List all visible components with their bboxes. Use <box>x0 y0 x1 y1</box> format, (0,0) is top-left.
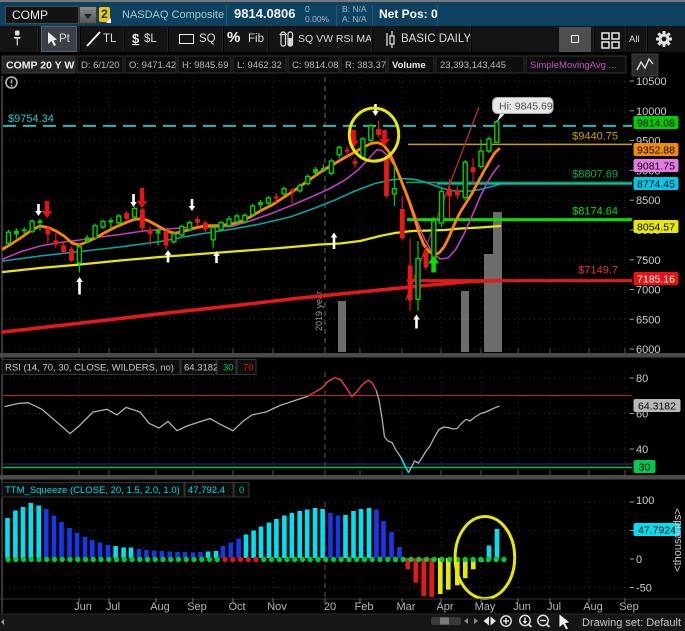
svg-text:Sep: Sep <box>187 601 207 613</box>
svg-text:Hi: 9845.69: Hi: 9845.69 <box>499 101 553 113</box>
svg-text:47,792.4: 47,792.4 <box>188 485 225 496</box>
svg-text:8054.57: 8054.57 <box>637 222 675 234</box>
svg-text:May: May <box>475 601 496 613</box>
svg-text:Jul: Jul <box>106 601 120 613</box>
svg-text:8774.45: 8774.45 <box>637 179 675 191</box>
svg-text:80: 80 <box>636 373 648 385</box>
svg-text:Feb: Feb <box>355 601 374 613</box>
svg-text:Aug: Aug <box>583 601 603 613</box>
svg-text:9814.08: 9814.08 <box>637 118 675 130</box>
svg-text:23,393,143,445: 23,393,143,445 <box>440 60 506 71</box>
svg-text:Mar: Mar <box>397 601 416 613</box>
svg-text:L: 9462.32: L: 9462.32 <box>237 60 282 71</box>
svg-text:70: 70 <box>243 363 254 374</box>
svg-text:R: 383.37: R: 383.37 <box>345 60 386 71</box>
svg-text:$8807.69: $8807.69 <box>572 169 618 181</box>
svg-text:2019 year: 2019 year <box>314 291 324 331</box>
svg-text:COMP 20 Y W: COMP 20 Y W <box>6 60 74 72</box>
svg-text:SimpleMovingAvg ...: SimpleMovingAvg ... <box>530 60 616 71</box>
svg-text:40: 40 <box>636 444 648 456</box>
svg-text:100: 100 <box>636 495 654 507</box>
svg-text:Drawing set: Default: Drawing set: Default <box>582 617 681 629</box>
svg-text:Jun: Jun <box>74 601 92 613</box>
svg-text:Sep: Sep <box>619 601 639 613</box>
svg-text:$9440.75: $9440.75 <box>572 131 618 143</box>
svg-text:0: 0 <box>239 485 244 496</box>
svg-text:6500: 6500 <box>636 314 660 326</box>
svg-text:Volume: Volume <box>392 60 426 71</box>
svg-text:10500: 10500 <box>636 76 667 88</box>
svg-text:0: 0 <box>636 554 642 566</box>
svg-text:C: 9814.08: C: 9814.08 <box>292 60 338 71</box>
svg-text:D: 6/1/20: D: 6/1/20 <box>81 60 120 71</box>
svg-text:Oct: Oct <box>228 601 245 613</box>
svg-text:$9754.34: $9754.34 <box>8 113 54 125</box>
svg-text:10000: 10000 <box>636 106 667 118</box>
svg-text:Aug: Aug <box>150 601 170 613</box>
svg-text:7000: 7000 <box>636 285 660 297</box>
svg-text:Nov: Nov <box>267 601 287 613</box>
svg-text:9081.75: 9081.75 <box>637 161 675 173</box>
svg-text:-50: -50 <box>636 583 652 595</box>
svg-text:O: 9471.42: O: 9471.42 <box>129 60 176 71</box>
svg-text:TTM_Squeeze (CLOSE, 20, 1.5, 2: TTM_Squeeze (CLOSE, 20, 1.5, 2.0, 1.0) <box>5 485 180 496</box>
svg-text:$8174.64: $8174.64 <box>572 206 618 218</box>
svg-text:30: 30 <box>223 363 234 374</box>
svg-text:7185.16: 7185.16 <box>637 274 675 286</box>
svg-text:Apr: Apr <box>436 601 453 613</box>
svg-text:9352.88: 9352.88 <box>637 145 675 157</box>
svg-text:64.3182: 64.3182 <box>638 401 676 413</box>
svg-text:$7149.7: $7149.7 <box>578 265 618 277</box>
svg-text:Jul: Jul <box>547 601 561 613</box>
svg-text:Jun: Jun <box>513 601 531 613</box>
svg-text:H: 9845.69: H: 9845.69 <box>182 60 228 71</box>
svg-text:47.7924: 47.7924 <box>638 525 676 537</box>
svg-text:64.3182: 64.3182 <box>184 363 218 374</box>
svg-text:RSI (14, 70, 30, CLOSE, WILDER: RSI (14, 70, 30, CLOSE, WILDERS, no) <box>5 363 174 374</box>
svg-text:<thousands>: <thousands> <box>672 508 684 572</box>
svg-text:8500: 8500 <box>636 195 660 207</box>
svg-text:20: 20 <box>324 601 336 613</box>
svg-text:30: 30 <box>639 462 651 474</box>
svg-text:7500: 7500 <box>636 255 660 267</box>
